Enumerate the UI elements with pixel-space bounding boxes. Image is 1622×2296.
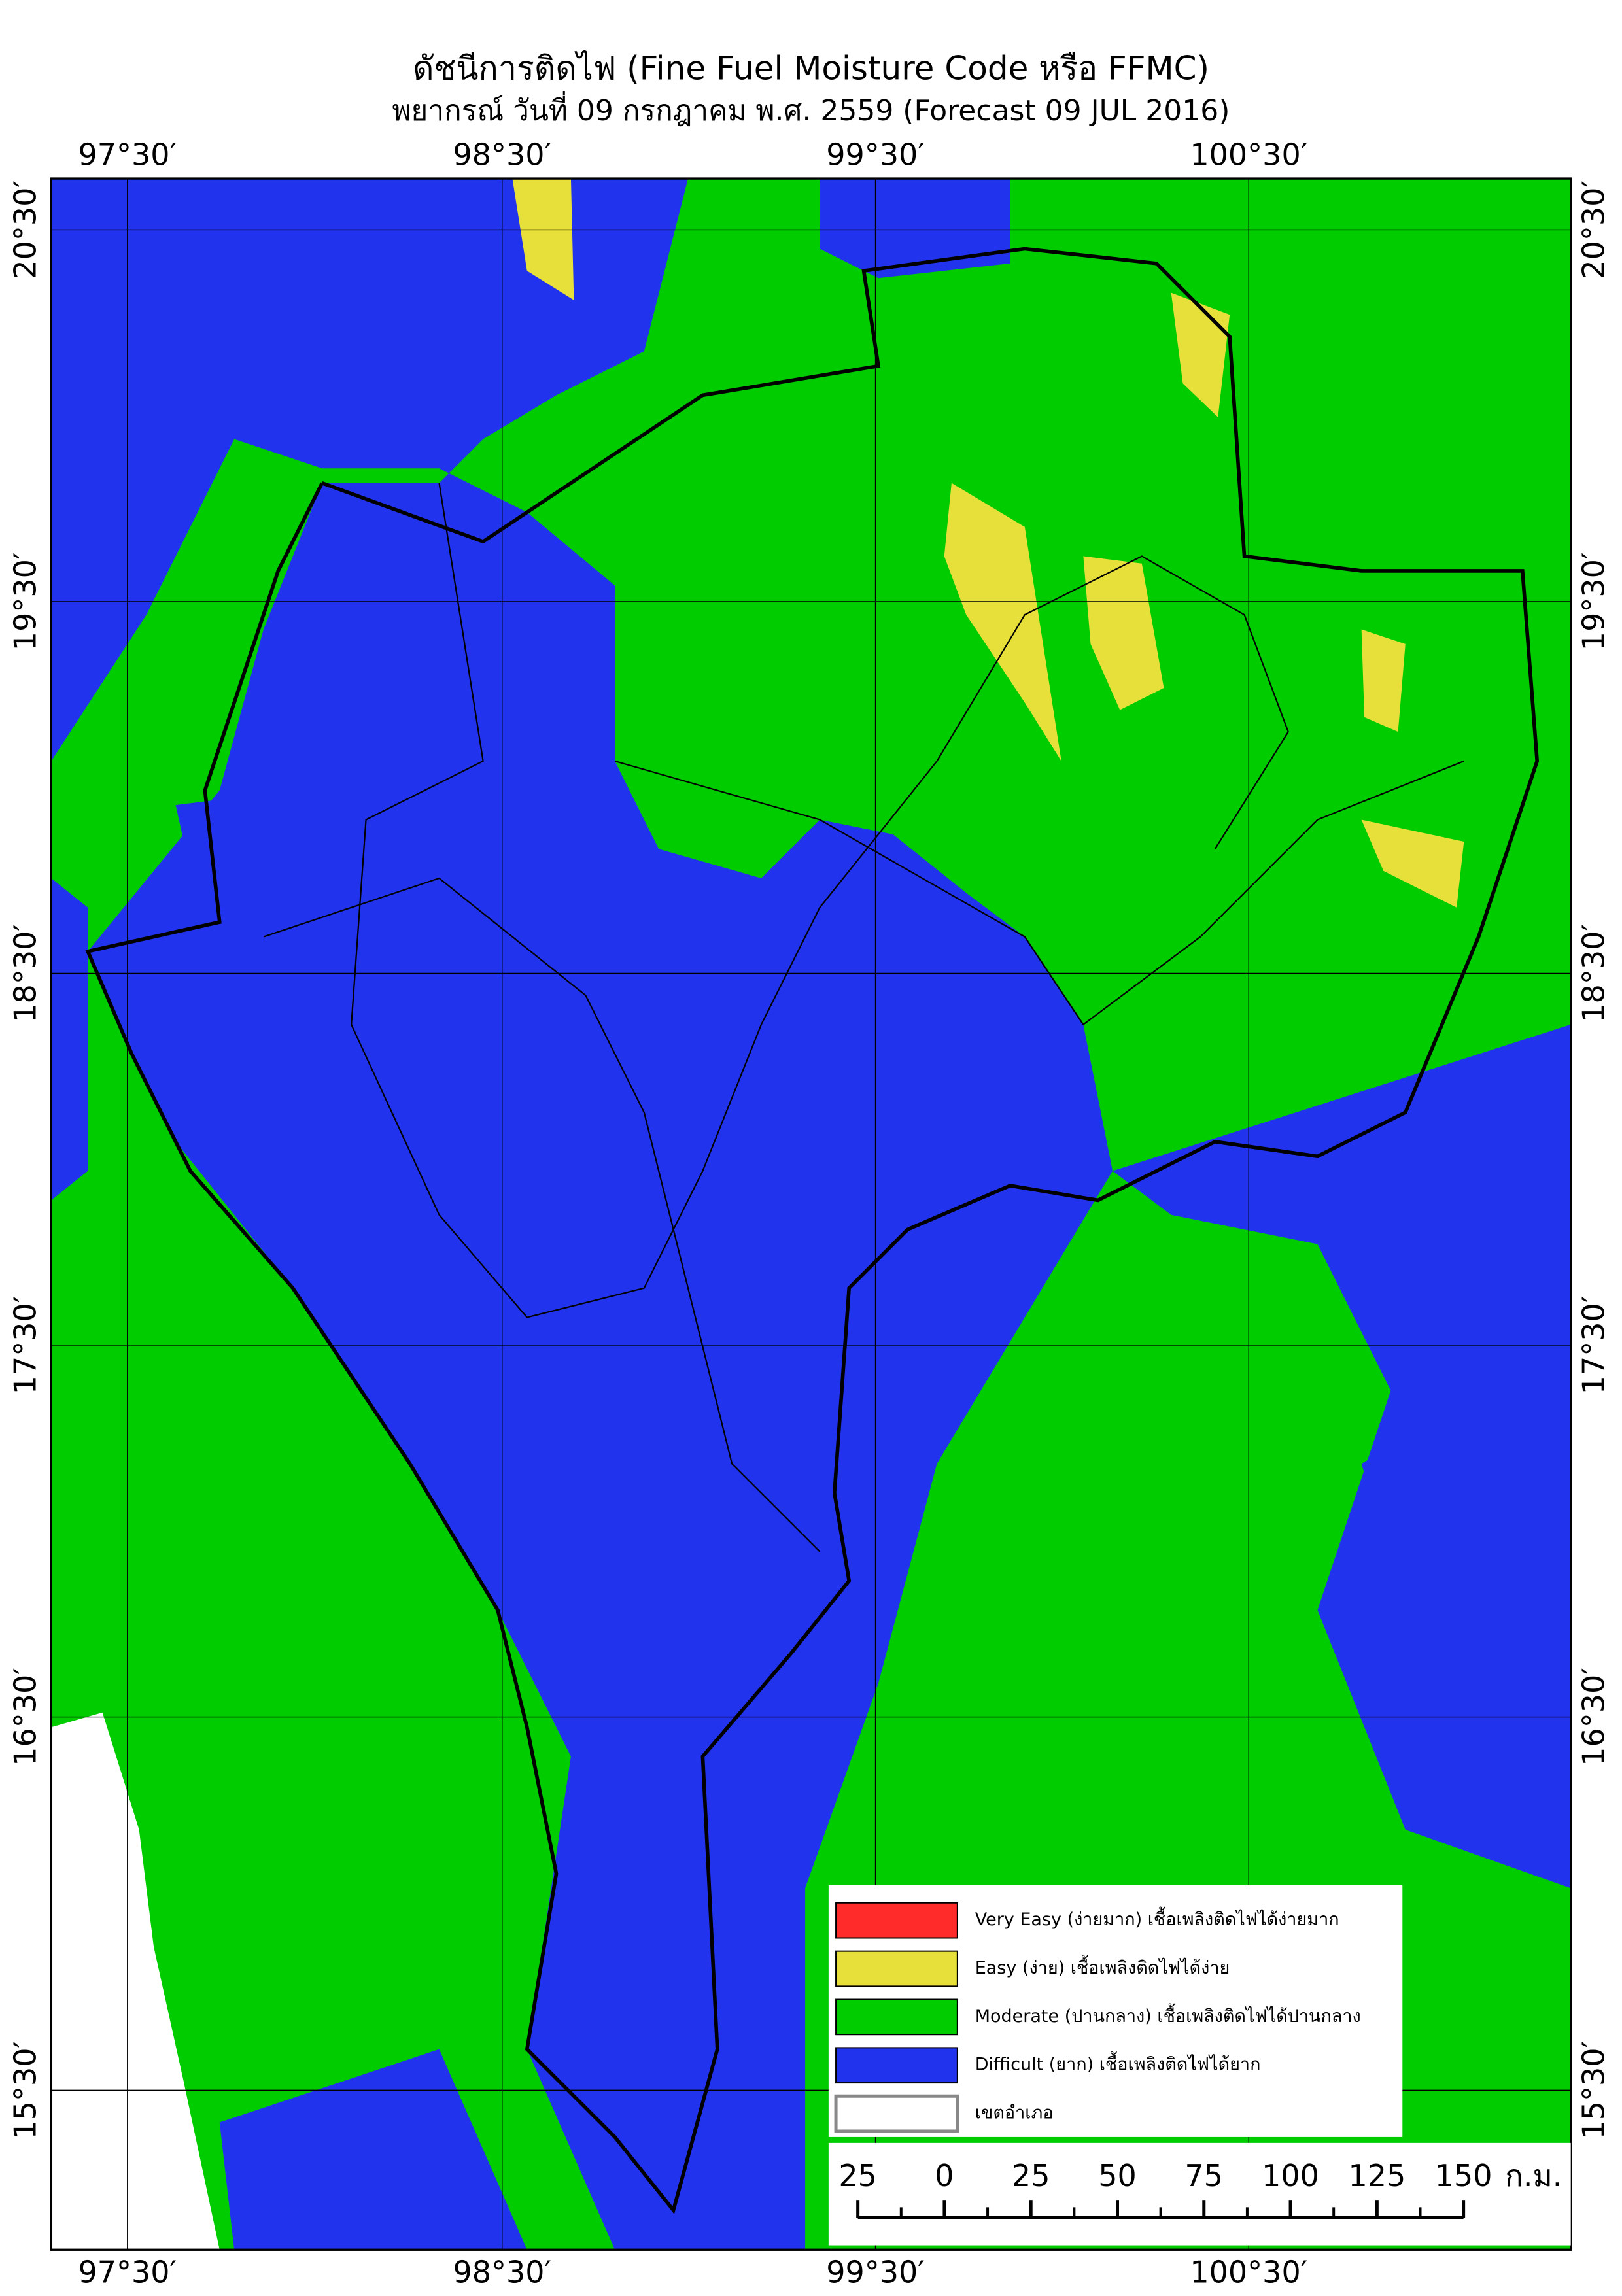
legend-swatch [834, 2094, 959, 2133]
legend-label: Difficult (ยาก) เชื้อเพลิงติดไฟได้ยาก [975, 2051, 1261, 2075]
district-boundary [263, 877, 821, 1552]
scale-unit: ก.ม. [1505, 2158, 1562, 2193]
lat-label: 19°30′ [8, 553, 43, 651]
easy-area [1361, 629, 1406, 732]
scale-label: 150 [1435, 2158, 1493, 2193]
lat-label: 15°30′ [1576, 2041, 1612, 2140]
lat-label: 19°30′ [1576, 553, 1612, 651]
scale-label: 75 [1185, 2158, 1224, 2193]
legend-swatch [835, 1950, 958, 1987]
lat-label: 17°30′ [1576, 1296, 1612, 1395]
district-boundary [351, 483, 1289, 1318]
scale-label: 0 [935, 2158, 954, 2193]
easy-area [944, 483, 1061, 761]
title: ดัชนีการติดไฟ (Fine Fuel Moisture Code ห… [413, 50, 1209, 88]
map-frame [50, 177, 1572, 2251]
difficult-area [219, 2049, 527, 2250]
scale-label: 50 [1098, 2158, 1137, 2193]
lon-label: 99°30′ [826, 137, 925, 173]
difficult-area [1361, 1405, 1494, 1611]
lat-label: 18°30′ [1576, 924, 1612, 1023]
easy-area [1083, 556, 1164, 710]
easy-area [1361, 819, 1464, 908]
lat-label: 20°30′ [1576, 180, 1612, 279]
map-area [50, 177, 1572, 2251]
lat-label: 17°30′ [8, 1296, 43, 1395]
legend-swatch [835, 2047, 958, 2084]
subtitle: พยากรณ์ วันที่ 09 กรกฎาคม พ.ศ. 2559 (For… [392, 90, 1230, 128]
legend-label: Moderate (ปานกลาง) เชื้อเพลิงติดไฟได้ปาน… [975, 2003, 1361, 2027]
lon-label: 97°30′ [78, 2255, 177, 2290]
easy-area [512, 179, 574, 300]
difficult-area [51, 878, 88, 1201]
lat-label: 15°30′ [8, 2041, 43, 2140]
district-boundary [614, 760, 1464, 1026]
scale-label: 100 [1262, 2158, 1319, 2193]
lat-label: 16°30′ [8, 1668, 43, 1766]
lon-label: 100°30′ [1190, 137, 1307, 173]
region-boundary [85, 247, 1540, 2214]
lon-label: 100°30′ [1190, 2255, 1307, 2290]
legend-swatch [835, 1902, 958, 1939]
scale-label: 25 [838, 2158, 877, 2193]
lat-label: 18°30′ [8, 924, 43, 1023]
graticule [51, 179, 1571, 2250]
difficult-area [51, 179, 1113, 2250]
scale-box [828, 2142, 1571, 2246]
lon-label: 99°30′ [826, 2255, 925, 2290]
sea [51, 1712, 220, 2250]
lat-label: 20°30′ [8, 180, 43, 279]
legend-label: เขตอำเภอ [975, 2103, 1054, 2123]
lon-label: 98°30′ [453, 137, 551, 173]
legend-swatch [835, 1998, 958, 2036]
lon-label: 98°30′ [453, 2255, 551, 2290]
legend-label: Very Easy (ง่ายมาก) เชื้อเพลิงติดไฟได้ง่… [975, 1906, 1339, 1930]
scale-label: 125 [1348, 2158, 1406, 2193]
difficult-area [820, 179, 1010, 279]
scale-label: 25 [1012, 2158, 1050, 2193]
legend-label: Easy (ง่าย) เชื้อเพลิงติดไฟได้ง่าย [975, 1955, 1230, 1978]
difficult-area [1113, 1024, 1571, 1889]
lat-label: 16°30′ [1576, 1668, 1612, 1766]
lon-label: 97°30′ [78, 137, 177, 173]
